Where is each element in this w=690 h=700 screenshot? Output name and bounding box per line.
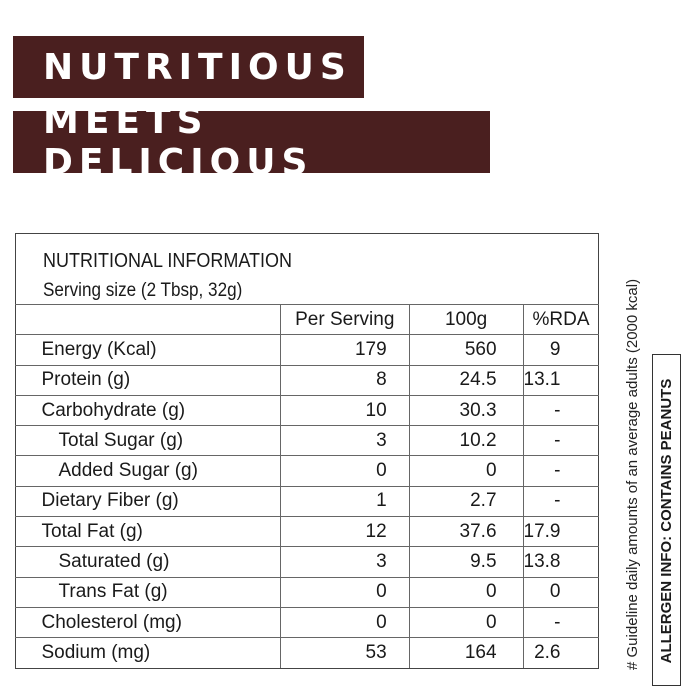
row-per-100g: 0 <box>408 576 524 608</box>
row-per-100g: 0 <box>408 455 524 487</box>
table-row: Carbohydrate (g) 10 30.3 - <box>14 394 599 426</box>
row-rda: - <box>522 485 599 517</box>
serving-size: Serving size (2 Tbsp, 32g) <box>43 280 243 301</box>
table-row: Energy (Kcal) 179 560 9 <box>14 334 599 366</box>
row-per-100g: 2.7 <box>408 485 524 517</box>
row-per-serving: 0 <box>279 606 410 638</box>
table-row: Added Sugar (g) 0 0 - <box>14 455 599 487</box>
row-label: Sodium (mg) <box>14 637 281 668</box>
header-per-100g: 100g <box>408 303 524 335</box>
row-per-serving: 53 <box>279 637 410 668</box>
table-row: Dietary Fiber (g) 1 2.7 - <box>14 485 599 517</box>
table-header-row: Per Serving 100g %RDA <box>14 303 599 335</box>
row-label: Total Sugar (g) <box>14 425 281 456</box>
row-per-serving: 12 <box>279 516 410 547</box>
row-per-serving: 8 <box>279 364 410 396</box>
row-per-serving: 1 <box>279 485 410 517</box>
row-per-serving: 0 <box>279 455 410 487</box>
row-rda: 2.6 <box>522 637 599 668</box>
headline-line-2: MEETS DELICIOUS <box>43 101 314 183</box>
row-per-100g: 24.5 <box>408 364 524 396</box>
allergen-info: ALLERGEN INFO: CONTAINS PEANUTS <box>658 378 675 664</box>
table-row: Saturated (g) 3 9.5 13.8 <box>14 546 599 578</box>
header-label-blank <box>14 303 281 335</box>
row-per-100g: 30.3 <box>408 394 524 426</box>
table-row: Cholesterol (mg) 0 0 - <box>14 606 599 638</box>
table-row: Total Fat (g) 12 37.6 17.9 <box>14 516 599 547</box>
row-per-100g: 10.2 <box>408 425 524 456</box>
row-per-100g: 9.5 <box>408 546 524 578</box>
row-label: Carbohydrate (g) <box>14 394 281 426</box>
row-per-serving: 10 <box>279 394 410 426</box>
row-rda: - <box>522 606 599 638</box>
row-per-100g: 560 <box>408 334 524 366</box>
row-label: Cholesterol (mg) <box>14 606 281 638</box>
panel-title: NUTRITIONAL INFORMATION <box>43 250 293 272</box>
row-per-serving: 0 <box>279 576 410 608</box>
row-label: Dietary Fiber (g) <box>14 485 281 517</box>
row-rda: 13.8 <box>522 546 599 578</box>
headline-banner-nutritious: NUTRITIOUS <box>13 36 364 98</box>
row-rda: - <box>522 455 599 487</box>
headline-line-1: NUTRITIOUS <box>43 46 352 88</box>
table-row: Trans Fat (g) 0 0 0 <box>14 576 599 608</box>
row-per-100g: 37.6 <box>408 516 524 547</box>
row-rda: - <box>522 394 599 426</box>
row-label: Total Fat (g) <box>14 516 281 547</box>
headline-banner-meets-delicious: MEETS DELICIOUS <box>13 101 490 183</box>
row-rda: 0 <box>522 576 599 608</box>
row-label: Protein (g) <box>14 364 281 396</box>
row-per-serving: 179 <box>279 334 410 366</box>
row-rda: - <box>522 425 599 456</box>
table-row: Total Sugar (g) 3 10.2 - <box>14 425 599 456</box>
header-rda: %RDA <box>522 303 599 335</box>
row-label: Saturated (g) <box>14 546 281 578</box>
nutrition-table: Per Serving 100g %RDA Energy (Kcal) 179 … <box>14 303 599 668</box>
nutrition-panel: NUTRITIONAL INFORMATION Serving size (2 … <box>14 233 599 669</box>
guideline-note: # Guideline daily amounts of an average … <box>624 278 641 670</box>
row-per-serving: 3 <box>279 546 410 578</box>
row-rda: 9 <box>522 334 599 366</box>
table-row: Protein (g) 8 24.5 13.1 <box>14 364 599 396</box>
row-rda: 17.9 <box>522 516 599 547</box>
row-per-100g: 0 <box>408 606 524 638</box>
row-rda: 13.1 <box>522 364 599 396</box>
row-per-serving: 3 <box>279 425 410 456</box>
header-per-serving: Per Serving <box>279 303 410 335</box>
row-label: Trans Fat (g) <box>14 576 281 608</box>
row-label: Added Sugar (g) <box>14 455 281 487</box>
row-per-100g: 164 <box>408 637 524 668</box>
table-row: Sodium (mg) 53 164 2.6 <box>14 637 599 668</box>
row-label: Energy (Kcal) <box>14 334 281 366</box>
allergen-box <box>652 354 681 686</box>
